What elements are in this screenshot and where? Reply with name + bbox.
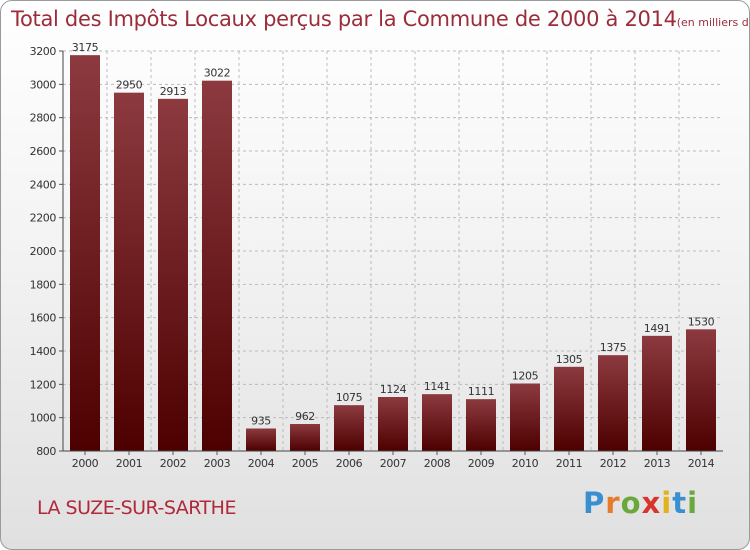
x-tick-label-2009: 2009 — [468, 457, 495, 470]
y-tick-label: 2600 — [30, 145, 57, 158]
value-label-2014: 1530 — [688, 315, 715, 328]
bars — [70, 55, 716, 452]
bar-2001 — [114, 92, 144, 452]
y-tick-label: 1600 — [30, 312, 57, 325]
bar-2005 — [290, 424, 320, 451]
x-tick-label-2011: 2011 — [556, 457, 582, 470]
y-tick-label: 1400 — [30, 345, 57, 358]
x-tick-label-2004: 2004 — [248, 457, 275, 470]
chart-title-main: Total des Impôts Locaux perçus par la Co… — [11, 7, 677, 31]
x-tick-label-2012: 2012 — [600, 457, 626, 470]
value-label-2007: 1124 — [380, 383, 407, 396]
y-tick-label: 3000 — [30, 78, 57, 91]
bar-2011 — [554, 366, 584, 451]
x-tick-label-2008: 2008 — [424, 457, 451, 470]
value-label-2012: 1375 — [600, 341, 627, 354]
x-tick-label-2013: 2013 — [644, 457, 671, 470]
x-tick-label-2002: 2002 — [160, 457, 186, 470]
labels: 3175 2000 2950 2001 2913 2002 3022 2003 935 2004 9… — [72, 41, 715, 470]
bar-2003 — [202, 80, 232, 452]
bar-2009 — [466, 399, 496, 451]
x-tick-label-2001: 2001 — [116, 457, 142, 470]
x-tick-label-2014: 2014 — [688, 457, 715, 470]
value-label-2006: 1075 — [336, 391, 363, 404]
bar-2013 — [642, 335, 672, 451]
bar-2007 — [378, 397, 408, 451]
value-label-2010: 1205 — [512, 370, 539, 383]
x-tick-label-2005: 2005 — [292, 457, 319, 470]
x-tick-label-2000: 2000 — [72, 457, 99, 470]
bar-2004 — [246, 428, 276, 451]
y-tick-label: 1800 — [30, 278, 57, 291]
y-tick-label: 2200 — [30, 212, 57, 225]
x-tick-label-2006: 2006 — [336, 457, 363, 470]
commune-name: LA SUZE-SUR-SARTHE — [37, 497, 236, 519]
chart-title-unit: (en milliers d'€) — [676, 16, 749, 29]
y-tick-label: 800 — [36, 445, 56, 458]
logo-letter: i — [661, 486, 673, 520]
value-label-2011: 1305 — [556, 353, 583, 366]
bar-2008 — [422, 394, 452, 451]
y-tick-label: 2800 — [30, 112, 57, 125]
value-label-2009: 1111 — [468, 385, 494, 398]
logo-letter: x — [641, 486, 662, 520]
bar-2002 — [158, 98, 188, 451]
value-label-2002: 2913 — [160, 85, 187, 98]
logo-letter: P — [583, 486, 606, 520]
bar-2006 — [334, 405, 364, 451]
y-tick-label: 2400 — [30, 178, 57, 191]
y-tick-label: 1200 — [30, 378, 57, 391]
bar-2000 — [70, 55, 100, 452]
y-tick-label: 2000 — [30, 245, 57, 258]
x-tick-label-2010: 2010 — [512, 457, 539, 470]
value-label-2008: 1141 — [424, 380, 450, 393]
x-tick-label-2003: 2003 — [204, 457, 231, 470]
value-label-2001: 2950 — [116, 79, 143, 92]
logo-letter: t — [672, 486, 688, 520]
chart-title: Total des Impôts Locaux perçus par la Co… — [11, 7, 749, 31]
logo-letter: o — [620, 486, 642, 520]
value-label-2003: 3022 — [204, 67, 230, 80]
y-tick-label: 3200 — [30, 45, 57, 58]
value-label-2005: 962 — [295, 410, 315, 423]
x-tick-label-2007: 2007 — [380, 457, 407, 470]
value-label-2013: 1491 — [644, 322, 670, 335]
value-label-2000: 3175 — [72, 41, 99, 54]
value-label-2004: 935 — [251, 415, 271, 428]
proxiti-logo[interactable]: Proxiti — [583, 486, 698, 520]
axes: 800 1000 1200 1400 1600 1800 2000 2200 2400 2600 2… — [30, 45, 723, 458]
bar-2012 — [598, 355, 628, 451]
logo-letter: r — [605, 486, 621, 520]
bar-2010 — [510, 383, 540, 451]
bar-2014 — [686, 329, 716, 451]
y-tick-label: 1000 — [30, 412, 57, 425]
logo-letter: i — [687, 486, 699, 520]
